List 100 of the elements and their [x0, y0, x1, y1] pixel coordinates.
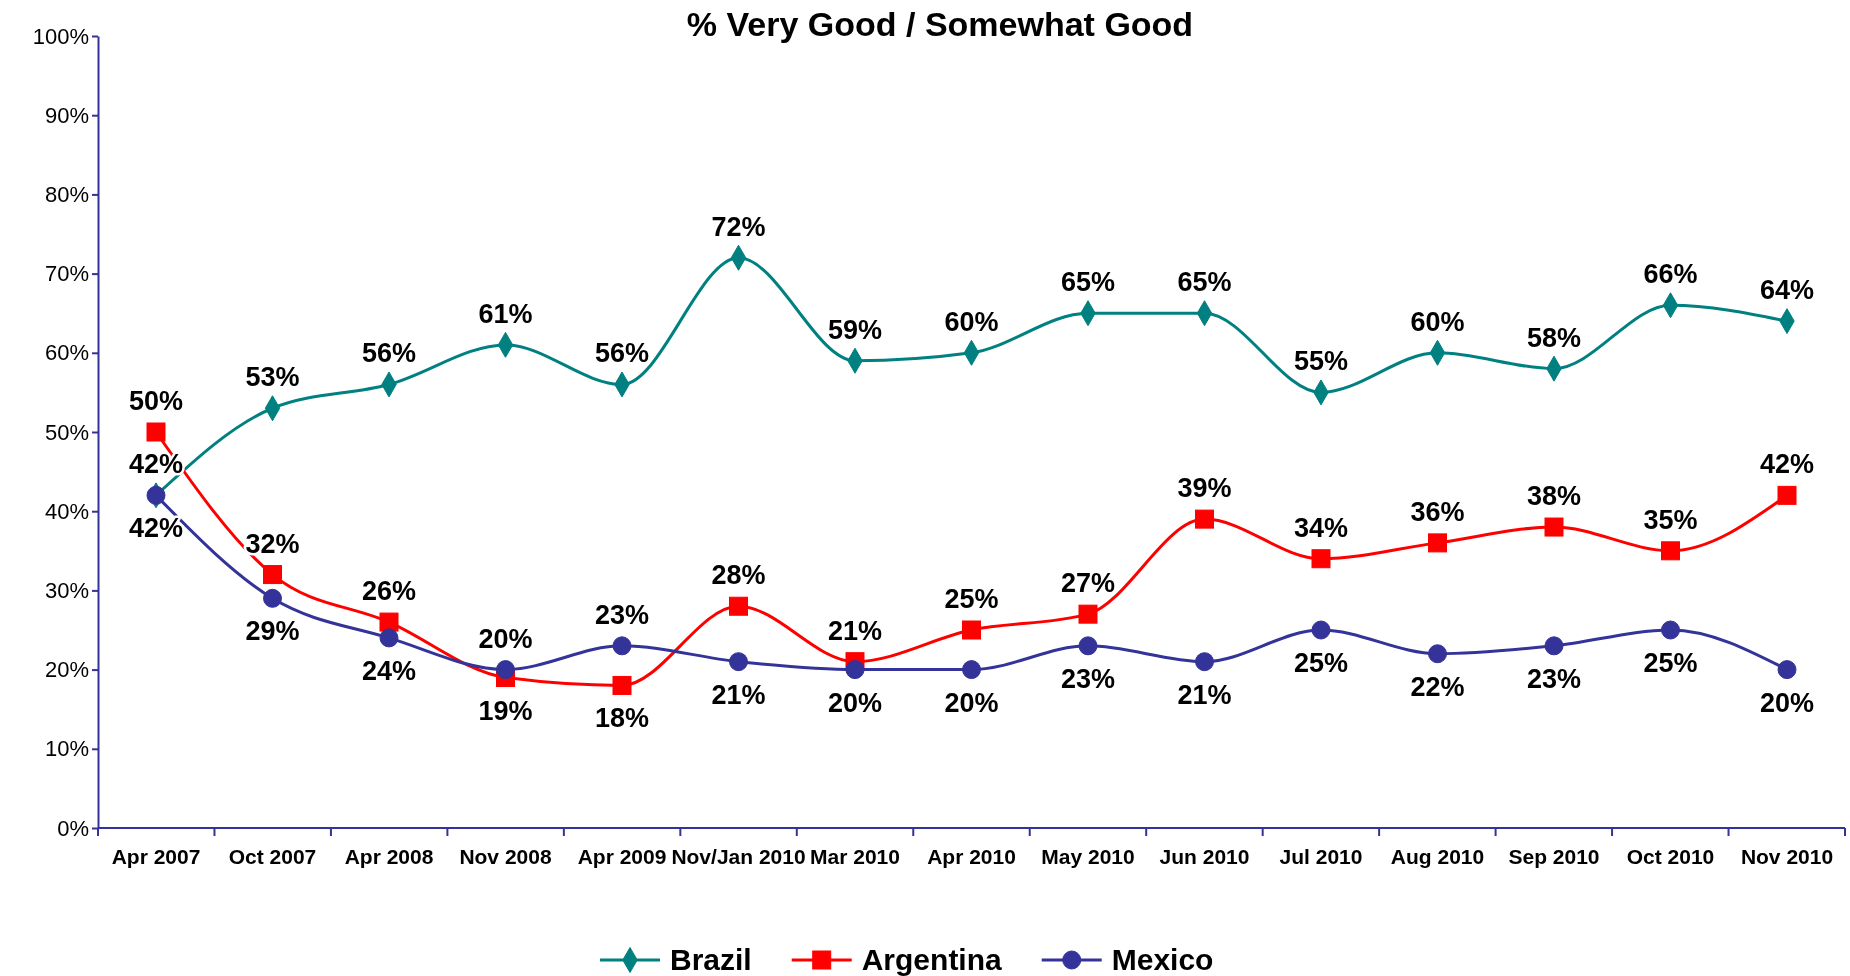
data-label: 27%: [1060, 568, 1116, 599]
point: [496, 660, 515, 680]
point: [729, 652, 748, 672]
data-label: 72%: [711, 211, 766, 242]
point: [379, 612, 399, 632]
data-label: 42%: [1759, 449, 1815, 480]
y-tick-label: 90%: [44, 102, 89, 128]
data-label: 23%: [1526, 663, 1582, 694]
x-tick-label: Apr 2010: [927, 845, 1016, 868]
y-tick-label: 80%: [44, 181, 89, 207]
data-label: 25%: [944, 584, 999, 614]
x-tick-label: Oct 2010: [1626, 845, 1715, 868]
data-label: 59%: [827, 314, 883, 345]
data-label: 66%: [1643, 259, 1698, 290]
point: [962, 620, 981, 640]
x-tick-label: Sep 2010: [1508, 845, 1600, 868]
data-label: 20%: [827, 687, 883, 718]
point: [1661, 620, 1680, 640]
data-label: 26%: [361, 576, 417, 607]
point: [379, 628, 399, 648]
data-label: 23%: [594, 599, 650, 630]
point: [263, 588, 282, 608]
x-tick-label: Nov 2008: [459, 845, 552, 868]
y-tick-label: 50%: [44, 419, 89, 445]
data-label: 20%: [944, 687, 999, 718]
data-label: 21%: [827, 615, 883, 646]
point: [1428, 533, 1447, 553]
data-label: 21%: [711, 679, 766, 710]
y-tick-label: 20%: [44, 657, 89, 683]
legend-label: Argentina: [861, 943, 1003, 976]
point: [1544, 517, 1564, 537]
y-tick-label: 40%: [44, 498, 89, 524]
point: [1777, 660, 1797, 680]
data-label: 19%: [478, 695, 533, 726]
data-label: 61%: [478, 298, 533, 329]
point: [612, 675, 632, 695]
point: [146, 422, 166, 442]
x-tick-label: Nov/Jan 2010: [671, 845, 806, 868]
data-label: 20%: [1759, 687, 1815, 718]
point: [1661, 541, 1680, 561]
data-label: 60%: [1410, 306, 1465, 337]
x-tick-label: Jul 2010: [1279, 845, 1363, 868]
x-tick-label: Apr 2009: [577, 845, 667, 868]
x-tick-label: Apr 2007: [111, 845, 201, 868]
data-label: 65%: [1177, 267, 1232, 298]
data-label: 39%: [1177, 473, 1232, 504]
point: [1078, 636, 1098, 656]
data-label: 38%: [1526, 481, 1582, 512]
point: [1428, 644, 1447, 664]
x-tick-label: Nov 2010: [1740, 845, 1834, 868]
x-tick-label: Oct 2007: [228, 845, 317, 868]
data-label: 56%: [594, 338, 650, 369]
point: [1777, 485, 1797, 505]
point: [263, 565, 282, 585]
point: [1544, 636, 1564, 656]
data-label: 25%: [1293, 648, 1349, 678]
x-tick-label: Apr 2008: [344, 845, 434, 868]
data-label: 55%: [1293, 346, 1349, 377]
x-tick-label: Mar 2010: [810, 845, 900, 868]
data-label: 22%: [1410, 671, 1465, 702]
y-tick-label: 30%: [44, 577, 89, 603]
data-label: 50%: [128, 386, 184, 416]
data-label: 60%: [944, 306, 999, 337]
x-tick-label: May 2010: [1041, 845, 1135, 868]
data-label: 29%: [245, 616, 300, 647]
data-label: 21%: [1177, 679, 1232, 710]
y-tick-label: 0%: [57, 815, 89, 841]
point: [1195, 509, 1214, 529]
y-tick-label: 100%: [32, 23, 89, 49]
legend-label: Brazil: [670, 943, 752, 976]
data-label: 65%: [1060, 267, 1116, 298]
point: [845, 660, 865, 680]
point: [1195, 652, 1214, 672]
point: [146, 485, 166, 505]
data-label: 58%: [1526, 322, 1582, 353]
data-label: 25%: [1643, 648, 1698, 678]
point: [962, 660, 981, 680]
x-tick-label: Jun 2010: [1159, 845, 1250, 868]
y-tick-label: 60%: [44, 340, 89, 366]
data-label: 53%: [245, 362, 300, 393]
y-tick-label: 10%: [44, 736, 89, 762]
data-label: 36%: [1410, 496, 1465, 527]
data-label: 56%: [361, 338, 417, 369]
data-label: 20%: [478, 623, 533, 654]
point: [1078, 604, 1098, 624]
legend-label: Mexico: [1111, 943, 1214, 976]
data-label: 35%: [1643, 504, 1698, 535]
data-label: 24%: [361, 655, 417, 686]
data-label: 32%: [245, 528, 300, 559]
data-label: 28%: [711, 560, 766, 591]
data-label: 34%: [1293, 512, 1349, 543]
y-tick-label: 70%: [44, 261, 89, 287]
data-label: 18%: [594, 703, 650, 734]
point: [1311, 549, 1331, 569]
data-label: 42%: [128, 513, 184, 544]
x-tick-label: Aug 2010: [1390, 845, 1485, 868]
point: [1311, 620, 1331, 640]
chart-title: % Very Good / Somewhat Good: [686, 5, 1194, 43]
data-label: 23%: [1060, 663, 1116, 694]
data-label: 64%: [1759, 275, 1815, 306]
